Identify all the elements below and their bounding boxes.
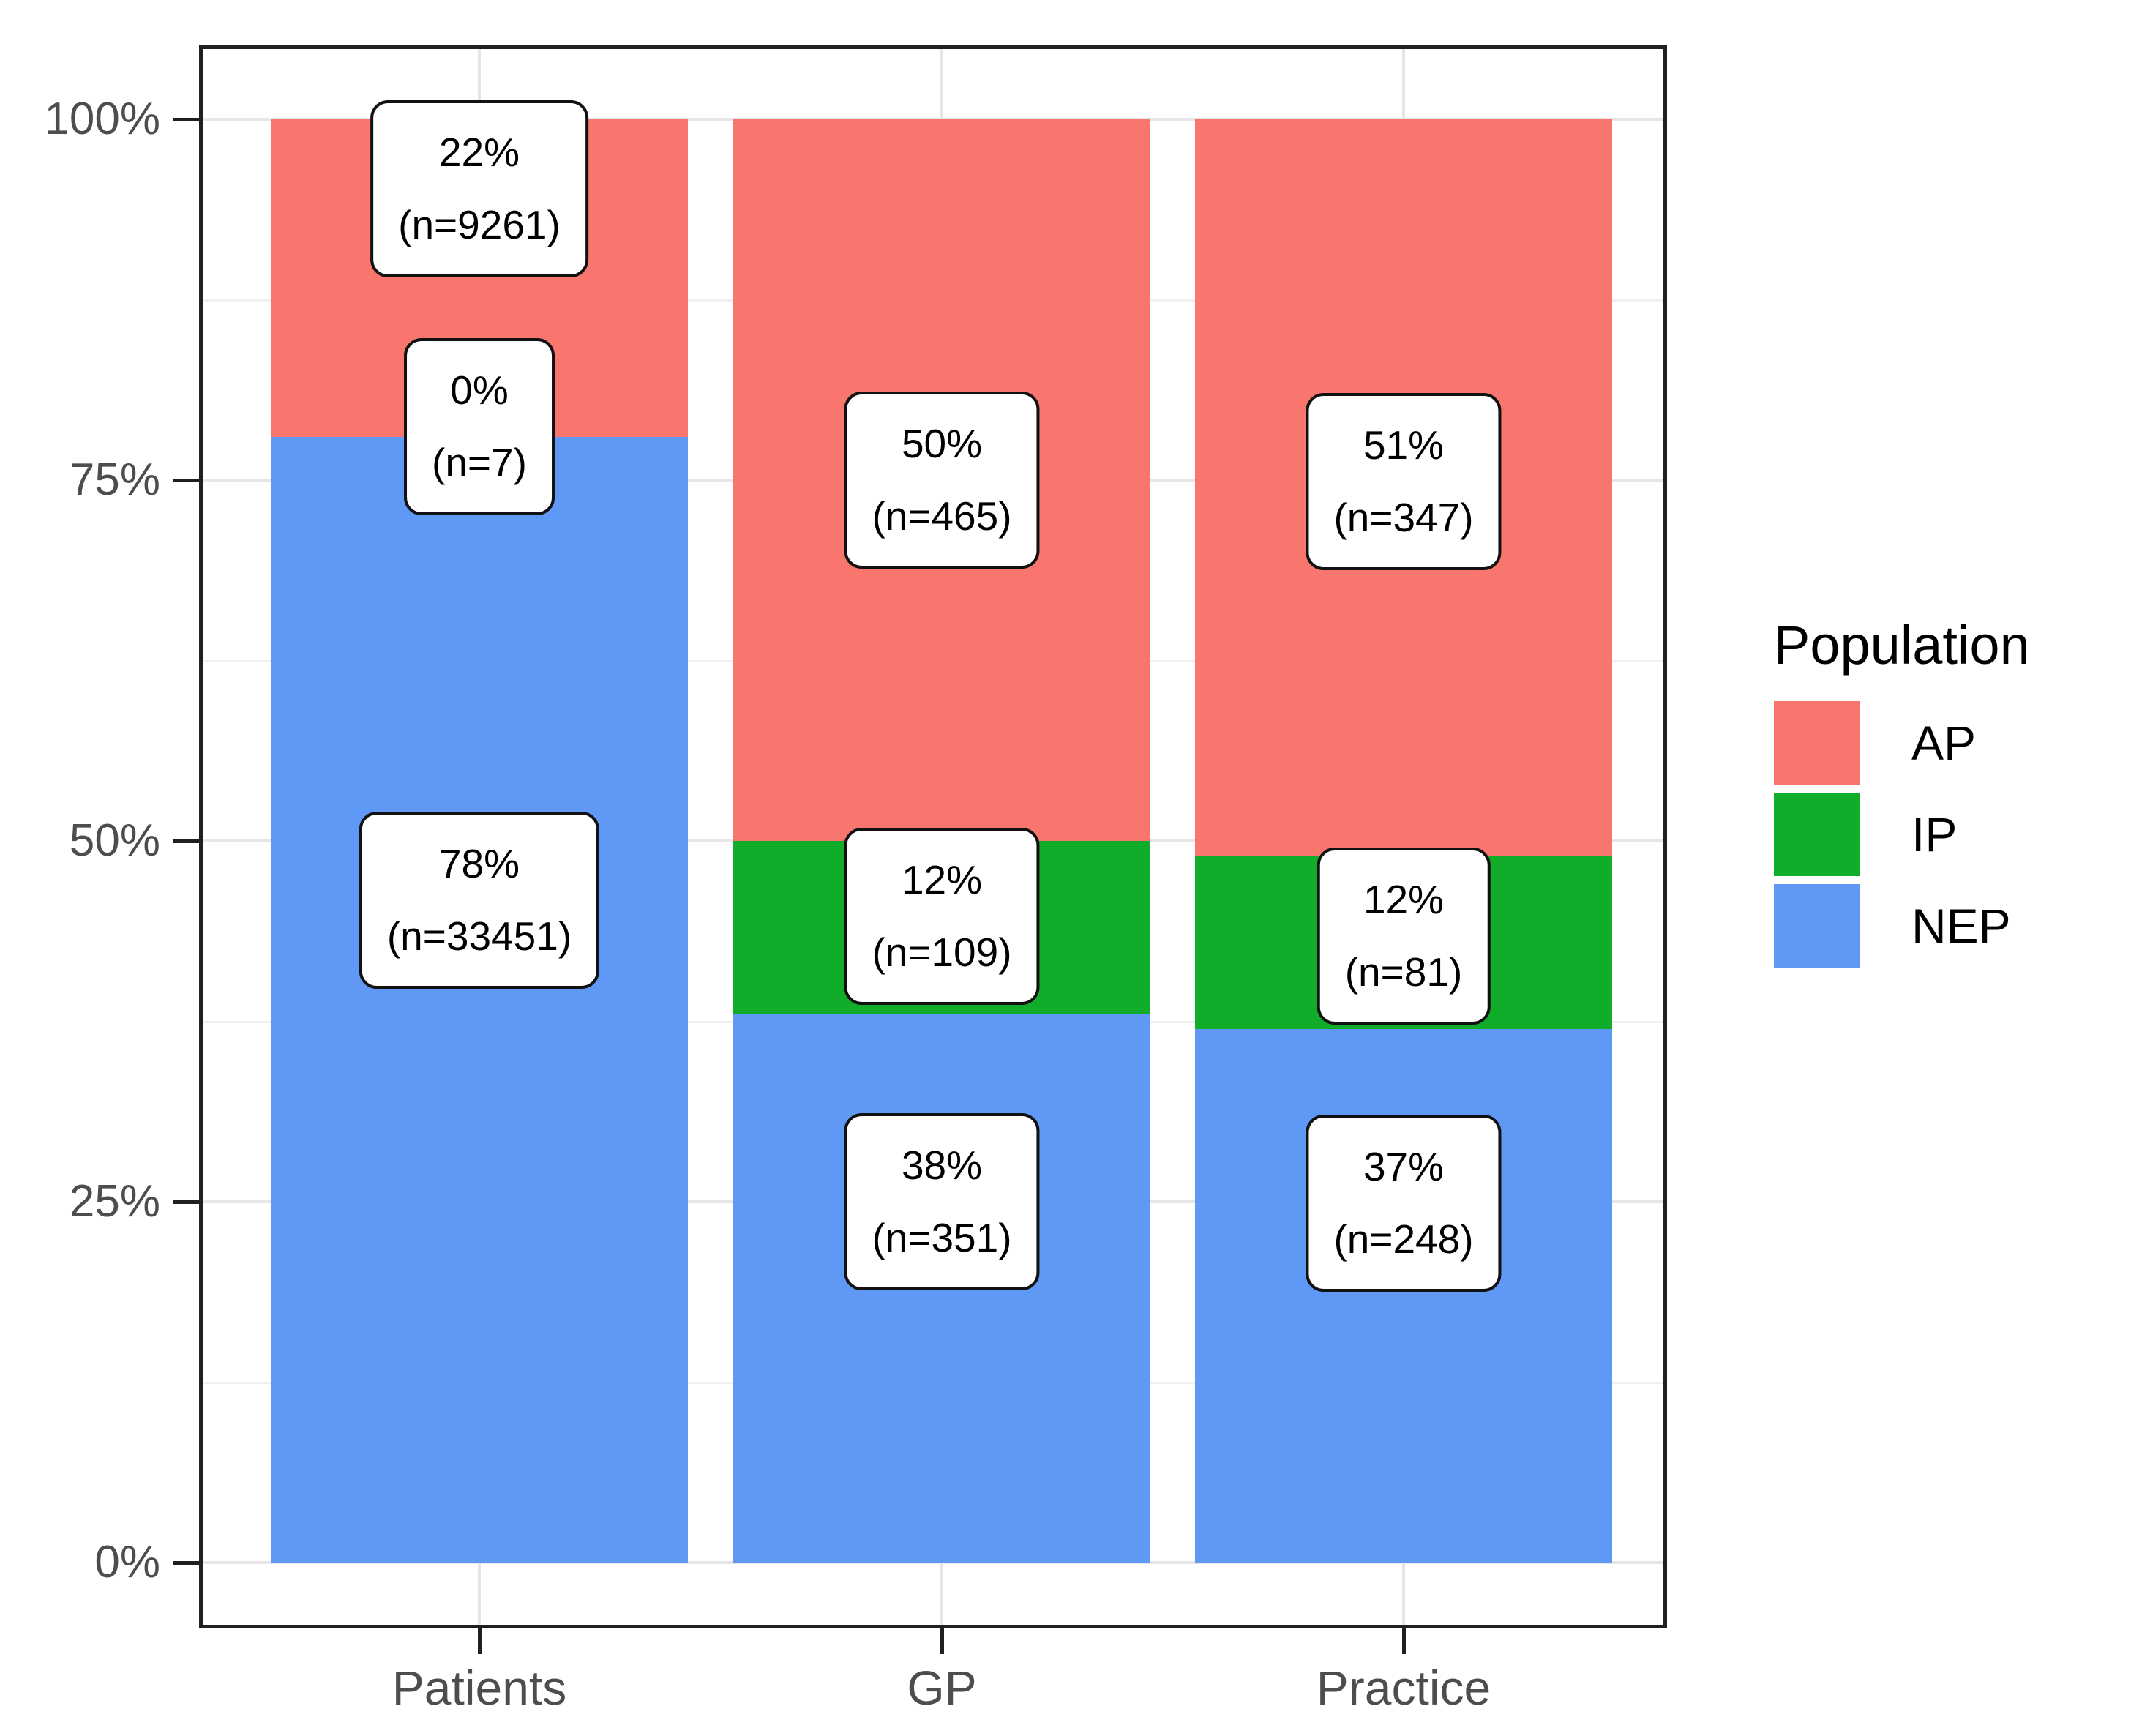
segment-label-count: (n=248) <box>1333 1216 1474 1262</box>
segment-label-count: (n=81) <box>1344 949 1463 995</box>
segment-label-percent: 22% <box>438 130 520 175</box>
segment-label-percent: 50% <box>901 421 983 466</box>
segment-label-percent: 51% <box>1363 422 1445 468</box>
segment-label-count: (n=351) <box>872 1215 1012 1260</box>
segment-label-count: (n=465) <box>872 493 1012 539</box>
segment-label-ip-practice: 12% (n=81) <box>1317 848 1491 1025</box>
y-axis-tick <box>173 1561 199 1565</box>
y-tick-label: 75% <box>69 454 160 505</box>
legend-label-ap: AP <box>1911 716 1977 770</box>
bar-segment-nep-patients <box>271 437 688 1563</box>
segment-label-nep-gp: 38% (n=351) <box>844 1113 1040 1290</box>
segment-label-count: (n=9261) <box>398 202 561 247</box>
segment-label-percent: 78% <box>438 841 520 886</box>
segment-label-ip-patients: 0% (n=7) <box>404 338 555 515</box>
x-axis-tick <box>940 1628 944 1654</box>
bar-segment-nep-practice <box>1195 1028 1612 1563</box>
legend-title: Population <box>1774 615 2030 676</box>
x-tick-label-practice: Practice <box>1316 1661 1491 1715</box>
segment-label-percent: 12% <box>901 857 983 902</box>
gridline-major-horizontal <box>199 1561 1667 1564</box>
segment-label-ap-practice: 51% (n=347) <box>1306 393 1502 570</box>
segment-label-percent: 12% <box>1363 877 1445 922</box>
x-tick-label-patients: Patients <box>392 1661 567 1715</box>
x-tick-label-gp: GP <box>907 1661 977 1715</box>
segment-label-ip-gp: 12% (n=109) <box>844 828 1040 1005</box>
segment-label-percent: 0% <box>450 367 509 413</box>
y-axis-tick <box>173 839 199 843</box>
legend-swatch-ap <box>1774 701 1860 785</box>
segment-label-count: (n=347) <box>1333 495 1474 540</box>
y-axis-tick <box>173 479 199 482</box>
segment-label-percent: 37% <box>1363 1144 1445 1189</box>
legend-swatch-ip <box>1774 793 1860 876</box>
x-axis-tick <box>478 1628 482 1654</box>
y-tick-label: 0% <box>94 1537 160 1587</box>
segment-label-ap-gp: 50% (n=465) <box>844 392 1040 569</box>
y-axis-tick <box>173 118 199 121</box>
segment-label-count: (n=33451) <box>386 913 572 959</box>
segment-label-count: (n=7) <box>432 440 527 485</box>
segment-label-percent: 38% <box>901 1142 983 1188</box>
y-tick-label: 100% <box>44 94 160 144</box>
legend-swatch-nep <box>1774 884 1860 968</box>
segment-label-nep-patients: 78% (n=33451) <box>359 812 600 989</box>
y-tick-label: 50% <box>69 815 160 866</box>
y-tick-label: 25% <box>69 1176 160 1227</box>
segment-label-count: (n=109) <box>872 929 1012 975</box>
legend-label-nep: NEP <box>1911 899 2011 953</box>
legend-label-ip: IP <box>1911 807 1958 861</box>
x-axis-tick <box>1402 1628 1406 1654</box>
segment-label-nep-practice: 37% (n=248) <box>1306 1115 1502 1292</box>
segment-label-ap-patients: 22% (n=9261) <box>370 100 588 277</box>
y-axis-tick <box>173 1200 199 1204</box>
